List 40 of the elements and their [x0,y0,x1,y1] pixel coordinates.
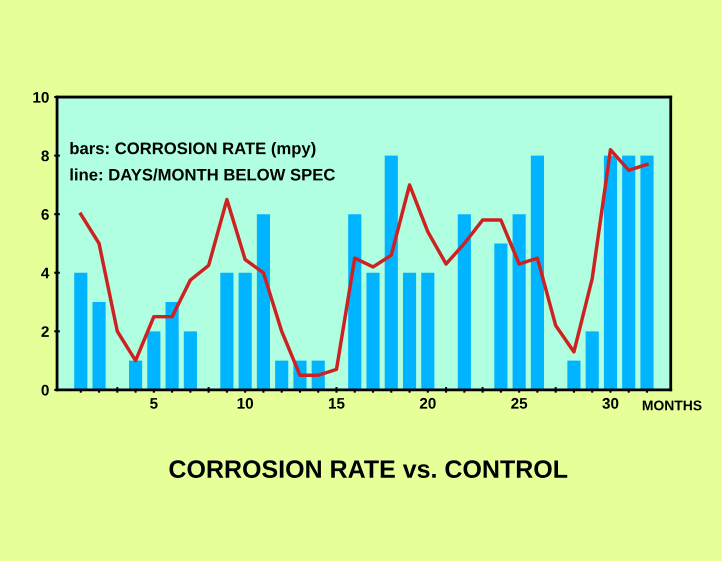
bar [640,156,654,390]
bar [622,156,636,390]
bar [92,302,106,390]
bar [220,272,234,390]
bar [184,331,197,390]
bar [567,360,581,390]
bar [348,214,362,390]
text: CORROSION RATE vs. CONTROL [169,460,568,478]
bar [604,156,618,390]
y-tick-label: 0 [42,384,49,396]
y-tick-label: 4 [41,268,50,278]
x-tick-label: 20 [420,398,436,409]
bar [421,272,434,390]
bar [512,214,526,390]
x-tick-label: 15 [328,398,345,409]
x-tick-label: 25 [511,398,528,409]
y-tick-label: 10 [33,92,49,103]
x-tick-label: 10 [238,398,254,409]
bar [494,243,508,390]
y-tick-label: 6 [41,209,49,220]
x-tick-label: 30 [602,398,618,409]
x-axis-title: MONTHS [642,400,702,410]
bar [402,272,416,390]
bar [166,302,179,390]
x-tick-label: 5 [150,398,158,409]
annotation: line: DAYS/MONTH BELOW SPEC [70,168,335,181]
bar [366,272,380,390]
bar [458,214,471,390]
y-tick-label: 2 [41,326,49,337]
bar [147,331,160,390]
annotation: bars: CORROSION RATE (mpy) [70,142,316,158]
bar [238,272,252,390]
bar [129,360,142,390]
bar [586,331,599,390]
bar [530,156,544,390]
bar [74,272,88,390]
y-tick-label: 8 [41,150,49,162]
bar [256,214,270,390]
bar [384,156,398,390]
bar [275,360,288,390]
